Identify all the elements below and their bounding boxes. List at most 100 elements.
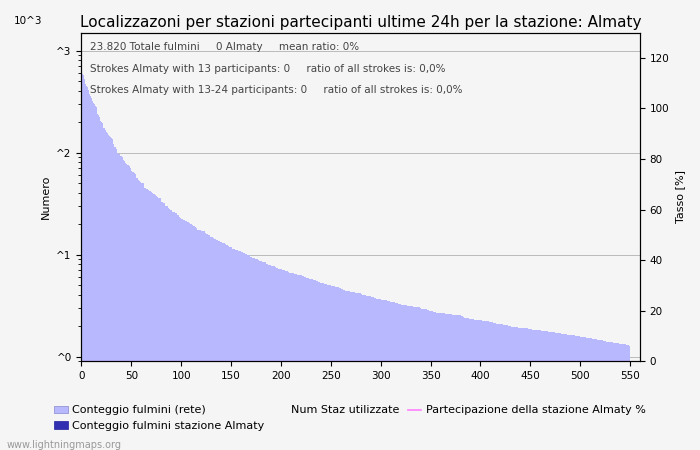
Bar: [452, 315, 453, 450]
Bar: [549, 332, 550, 450]
Bar: [556, 333, 557, 450]
Bar: [154, 194, 155, 450]
Bar: [220, 242, 222, 450]
Bar: [196, 228, 197, 450]
Bar: [577, 336, 578, 450]
Bar: [520, 328, 521, 450]
Bar: [592, 338, 593, 450]
Bar: [107, 133, 108, 450]
Bar: [318, 282, 319, 450]
Bar: [537, 330, 538, 450]
Bar: [86, 86, 87, 450]
Bar: [321, 283, 322, 450]
Bar: [511, 327, 512, 450]
Bar: [587, 338, 589, 450]
Bar: [504, 325, 505, 450]
Bar: [180, 218, 181, 450]
Bar: [163, 203, 164, 450]
Bar: [532, 329, 533, 450]
Bar: [347, 291, 349, 450]
Bar: [435, 312, 436, 450]
Bar: [388, 301, 389, 450]
Bar: [479, 320, 480, 450]
Bar: [326, 284, 328, 450]
Bar: [500, 324, 502, 450]
Bar: [503, 325, 504, 450]
Bar: [582, 337, 584, 450]
Bar: [332, 286, 333, 450]
Bar: [407, 306, 408, 450]
Bar: [433, 312, 434, 450]
Bar: [510, 326, 511, 450]
Bar: [193, 226, 194, 450]
Bar: [550, 332, 551, 450]
Bar: [498, 324, 499, 450]
Bar: [570, 335, 572, 450]
Bar: [380, 299, 382, 450]
Bar: [291, 273, 293, 450]
Bar: [586, 338, 587, 450]
Bar: [402, 305, 403, 450]
Bar: [225, 245, 227, 450]
Bar: [236, 250, 237, 450]
Bar: [174, 212, 175, 450]
Title: Localizzazoni per stazioni partecipanti ultime 24h per la stazione: Almaty: Localizzazoni per stazioni partecipanti …: [80, 15, 641, 30]
Bar: [302, 276, 303, 450]
Bar: [502, 324, 503, 450]
Bar: [386, 301, 387, 450]
Bar: [176, 216, 178, 450]
Bar: [82, 74, 83, 450]
Bar: [392, 302, 393, 450]
Bar: [248, 255, 249, 450]
Bar: [535, 330, 536, 450]
Bar: [144, 188, 145, 450]
Bar: [385, 301, 386, 450]
Bar: [531, 329, 532, 450]
Bar: [113, 144, 114, 450]
Bar: [526, 328, 527, 450]
Bar: [437, 313, 438, 450]
Bar: [567, 335, 568, 450]
Bar: [527, 328, 528, 450]
Bar: [145, 188, 146, 450]
Y-axis label: Numero: Numero: [41, 175, 51, 219]
Bar: [521, 328, 522, 450]
Bar: [97, 114, 98, 450]
Bar: [560, 333, 561, 450]
Bar: [155, 195, 156, 450]
Bar: [565, 334, 566, 450]
Bar: [130, 168, 131, 450]
Bar: [331, 286, 332, 450]
Bar: [345, 291, 346, 450]
Bar: [559, 333, 560, 450]
Bar: [216, 240, 218, 450]
Bar: [580, 337, 582, 450]
Bar: [377, 299, 378, 450]
Bar: [584, 338, 586, 450]
Bar: [139, 181, 140, 450]
Bar: [442, 313, 443, 450]
Bar: [342, 289, 343, 450]
Bar: [544, 331, 545, 450]
Bar: [594, 339, 596, 450]
Text: Strokes Almaty with 13 participants: 0     ratio of all strokes is: 0,0%: Strokes Almaty with 13 participants: 0 r…: [90, 64, 445, 74]
Bar: [272, 266, 274, 450]
Bar: [606, 342, 607, 450]
Bar: [84, 79, 85, 450]
Bar: [265, 262, 267, 450]
Bar: [282, 270, 284, 450]
Bar: [591, 338, 592, 450]
Bar: [295, 274, 296, 450]
Bar: [553, 332, 554, 450]
Bar: [83, 75, 84, 450]
Bar: [127, 165, 128, 450]
Bar: [598, 340, 600, 450]
Bar: [387, 301, 388, 450]
Bar: [218, 241, 220, 450]
Bar: [336, 287, 337, 450]
Bar: [317, 281, 318, 450]
Bar: [373, 297, 374, 450]
Bar: [96, 107, 97, 450]
Bar: [276, 268, 277, 450]
Bar: [85, 84, 86, 450]
